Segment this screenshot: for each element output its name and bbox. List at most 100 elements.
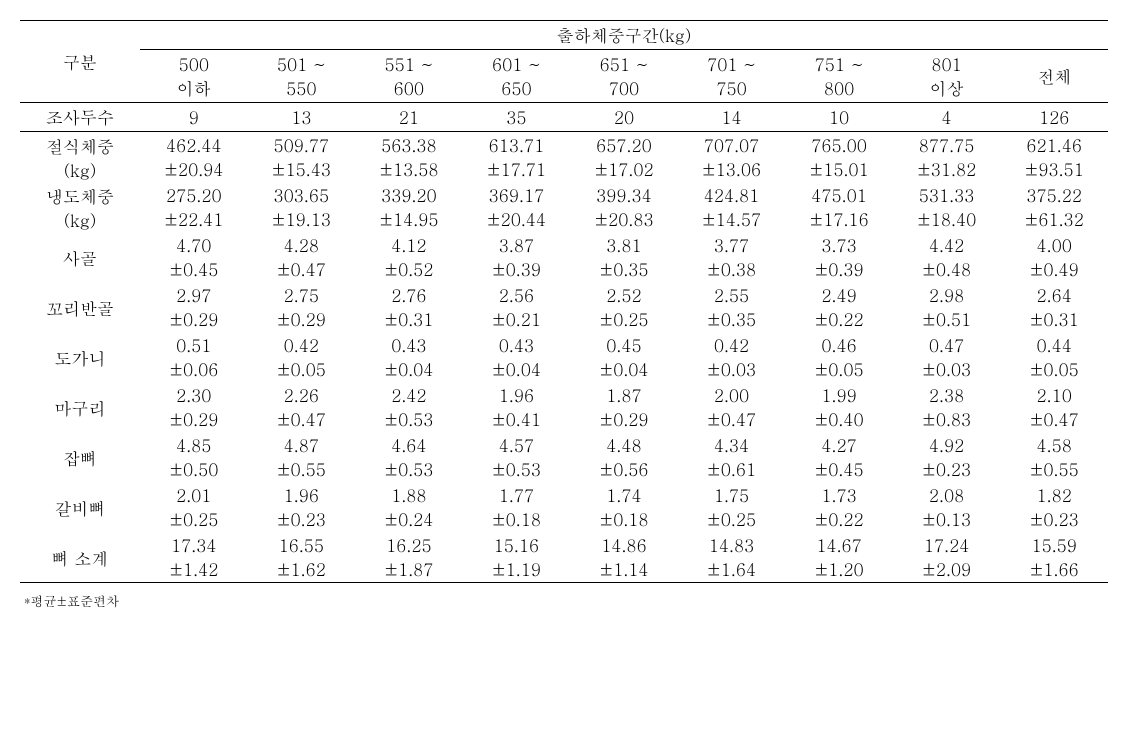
mean-cell: 399.34 [570,182,678,207]
data-row-mean: 잡뼈4.854.874.644.574.484.344.274.924.58 [20,432,1108,457]
std-cell: ±0.24 [355,507,463,532]
mean-cell: 3.87 [463,232,571,257]
mean-cell: 4.64 [355,432,463,457]
mean-cell: 2.08 [893,482,1001,507]
std-cell: ±0.83 [893,407,1001,432]
mean-cell: 15.59 [1000,532,1108,557]
std-cell: ±13.06 [678,157,786,182]
mean-cell: 1.74 [570,482,678,507]
row-label: 갈비뼈 [20,482,140,532]
count-label: 조사두수 [20,103,140,132]
mean-cell: 2.98 [893,282,1001,307]
mean-cell: 4.34 [678,432,786,457]
mean-cell: 14.67 [785,532,893,557]
count-cell-5: 14 [678,103,786,132]
mean-cell: 1.96 [463,382,571,407]
mean-cell: 369.17 [463,182,571,207]
mean-cell: 2.30 [140,382,248,407]
column-header-6: 751 ~800 [785,50,893,103]
mean-cell: 4.00 [1000,232,1108,257]
mean-cell: 4.92 [893,432,1001,457]
mean-cell: 4.85 [140,432,248,457]
column-header-2: 551 ~600 [355,50,463,103]
mean-cell: 2.97 [140,282,248,307]
row-label: 뼈 소계 [20,532,140,583]
std-cell: ±0.29 [140,407,248,432]
std-cell: ±31.82 [893,157,1001,182]
count-cell-3: 35 [463,103,571,132]
mean-cell: 16.25 [355,532,463,557]
std-cell: ±0.13 [893,507,1001,532]
std-cell: ±0.31 [355,307,463,332]
mean-cell: 16.55 [248,532,356,557]
std-cell: ±61.32 [1000,207,1108,232]
count-cell-7: 4 [893,103,1001,132]
std-cell: ±15.01 [785,157,893,182]
data-row-mean: 도가니0.510.420.430.430.450.420.460.470.44 [20,332,1108,357]
mean-cell: 1.88 [355,482,463,507]
data-row-std: ±0.50±0.55±0.53±0.53±0.56±0.61±0.45±0.23… [20,457,1108,482]
count-cell-0: 9 [140,103,248,132]
std-cell: ±0.53 [355,457,463,482]
std-cell: ±17.16 [785,207,893,232]
std-cell: ±0.45 [140,257,248,282]
std-cell: ±0.29 [140,307,248,332]
data-row-std: ±0.06±0.05±0.04±0.04±0.04±0.03±0.05±0.03… [20,357,1108,382]
mean-cell: 2.76 [355,282,463,307]
mean-cell: 2.55 [678,282,786,307]
mean-cell: 0.44 [1000,332,1108,357]
std-cell: ±0.47 [248,257,356,282]
std-cell: ±0.21 [463,307,571,332]
std-cell: ±0.51 [893,307,1001,332]
mean-cell: 4.57 [463,432,571,457]
column-header-7: 801이상 [893,50,1001,103]
std-cell: ±0.55 [1000,457,1108,482]
mean-cell: 2.10 [1000,382,1108,407]
std-cell: ±0.39 [785,257,893,282]
mean-cell: 2.00 [678,382,786,407]
std-cell: ±18.40 [893,207,1001,232]
mean-cell: 4.27 [785,432,893,457]
mean-cell: 0.51 [140,332,248,357]
mean-cell: 0.43 [463,332,571,357]
std-cell: ±17.02 [570,157,678,182]
mean-cell: 4.42 [893,232,1001,257]
std-cell: ±0.48 [893,257,1001,282]
mean-cell: 613.71 [463,132,571,158]
column-header-3: 601 ~650 [463,50,571,103]
mean-cell: 3.73 [785,232,893,257]
mean-cell: 2.26 [248,382,356,407]
data-row-std: ±20.94±15.43±13.58±17.71±17.02±13.06±15.… [20,157,1108,182]
row-label: 도가니 [20,332,140,382]
std-cell: ±1.62 [248,557,356,583]
row-label: 잡뼈 [20,432,140,482]
mean-cell: 475.01 [785,182,893,207]
table-container: 구분 출하체중구간(kg) 500이하501 ~550551 ~600601 ~… [20,20,1108,610]
std-cell: ±0.52 [355,257,463,282]
mean-cell: 1.82 [1000,482,1108,507]
mean-cell: 657.20 [570,132,678,158]
data-row-mean: 마구리2.302.262.421.961.872.001.992.382.10 [20,382,1108,407]
data-row-std: ±0.25±0.23±0.24±0.18±0.18±0.25±0.22±0.13… [20,507,1108,532]
mean-cell: 1.87 [570,382,678,407]
mean-cell: 2.38 [893,382,1001,407]
mean-cell: 15.16 [463,532,571,557]
std-cell: ±0.47 [678,407,786,432]
std-cell: ±0.47 [1000,407,1108,432]
data-table: 구분 출하체중구간(kg) 500이하501 ~550551 ~600601 ~… [20,20,1108,583]
mean-cell: 1.75 [678,482,786,507]
std-cell: ±0.53 [463,457,571,482]
std-cell: ±15.43 [248,157,356,182]
data-row-mean: 절식체중(kg)462.44509.77563.38613.71657.2070… [20,132,1108,158]
std-cell: ±0.45 [785,457,893,482]
mean-cell: 339.20 [355,182,463,207]
mean-cell: 1.77 [463,482,571,507]
count-cell-4: 20 [570,103,678,132]
std-cell: ±0.39 [463,257,571,282]
std-cell: ±13.58 [355,157,463,182]
mean-cell: 0.47 [893,332,1001,357]
count-cell-2: 21 [355,103,463,132]
std-cell: ±20.94 [140,157,248,182]
std-cell: ±1.42 [140,557,248,583]
mean-cell: 4.87 [248,432,356,457]
